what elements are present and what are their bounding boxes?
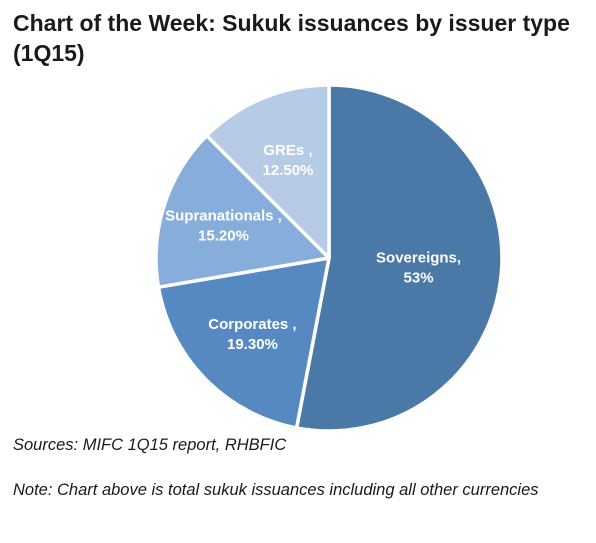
slice-value-label: 53% — [404, 269, 434, 286]
slice-name-label: Supranationals , — [165, 207, 282, 224]
chart-title: Chart of the Week: Sukuk issuances by is… — [13, 10, 570, 66]
pie-slice-gres — [204, 83, 331, 260]
note-text: Note: Chart above is total sukuk issuanc… — [13, 481, 539, 499]
slice-value-label: 19.30% — [227, 336, 278, 353]
slice-name-label: GREs , — [263, 142, 312, 159]
slice-name-label: Sovereigns, — [376, 249, 461, 266]
pie-slice-sovereigns — [294, 83, 504, 433]
slice-name-label: Corporates , — [208, 316, 296, 333]
pie-slice-supranationals — [154, 133, 331, 289]
source-text: Sources: MIFC 1Q15 report, RHBFIC — [13, 436, 287, 454]
slice-value-label: 12.50% — [263, 162, 314, 179]
slice-value-label: 15.20% — [198, 227, 249, 244]
pie-slice-corporates — [156, 256, 331, 430]
